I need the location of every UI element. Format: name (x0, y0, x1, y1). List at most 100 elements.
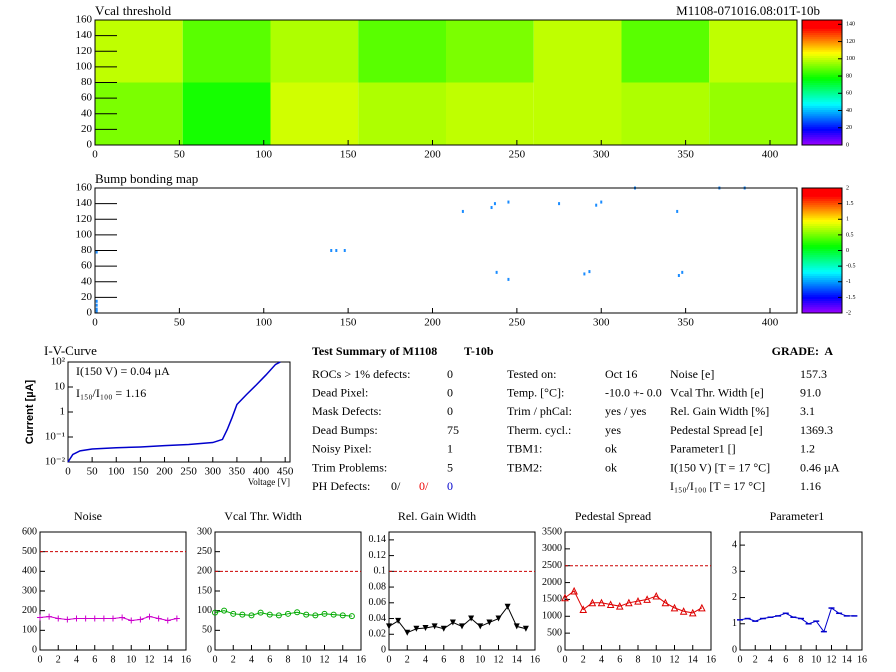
color-scale-step (802, 246, 842, 249)
data-point (422, 624, 429, 631)
y-tick-label: 10⁻¹ (45, 431, 65, 443)
chart-title: Pedestal Spread (575, 509, 651, 523)
color-scale-step (802, 204, 842, 208)
y-tick-label: 500 (547, 627, 562, 638)
x-tick-label: 300 (205, 466, 222, 478)
summary-label: Noisy Pixel: (312, 442, 372, 456)
x-tick-label: 12 (827, 654, 837, 665)
y-tick-label: 300 (197, 526, 212, 537)
color-scale-step (802, 221, 842, 224)
chart-title: Noise (74, 509, 102, 523)
x-tick-label: 400 (762, 317, 779, 329)
x-tick-label: 400 (253, 466, 270, 478)
color-scale-step (802, 252, 842, 256)
annotation: I(150 V) = 0.04 µA (76, 364, 170, 378)
summary-value: 1.2 (800, 442, 815, 456)
x-tick-label: 12 (320, 654, 330, 665)
x-tick-label: 6 (267, 654, 272, 665)
data-point (625, 598, 633, 607)
y-tick-label: 0 (32, 644, 37, 655)
chart-title: Bump bonding map (95, 171, 198, 186)
y-tick-label: 2 (732, 592, 737, 603)
data-point (46, 613, 53, 620)
x-tick-label: 4 (249, 654, 254, 665)
color-scale-step (802, 198, 842, 201)
color-scale-step (802, 130, 842, 133)
x-tick-label: 400 (762, 149, 779, 161)
color-scale-step (802, 99, 842, 102)
x-tick-label: 8 (460, 654, 465, 665)
x-tick-label: 0 (738, 654, 743, 665)
data-point (119, 614, 126, 621)
color-scale-frame (801, 19, 843, 146)
color-scale-step (802, 258, 842, 262)
color-scale-step (802, 124, 842, 127)
summary-value: 0 (447, 367, 453, 381)
color-scale-step (802, 283, 842, 287)
heatmap-cell (621, 82, 710, 145)
color-scale-step (802, 200, 842, 204)
data-line (39, 616, 177, 622)
data-point (486, 619, 493, 626)
color-scale-step (802, 34, 842, 38)
y-tick-label: 0.02 (369, 629, 387, 640)
dead-bump (495, 270, 498, 274)
data-line (388, 605, 527, 634)
x-tick-label: 0 (65, 466, 71, 478)
color-scale-step (802, 235, 842, 239)
y-tick-label: 140 (76, 29, 93, 41)
color-scale-step (802, 194, 842, 197)
heatmap-cell (446, 20, 534, 83)
heatmap-cell (533, 20, 622, 83)
summary-value: Oct 16 (605, 367, 637, 381)
color-scale-step (802, 202, 842, 206)
dead-bump (677, 274, 680, 277)
data-point (404, 629, 411, 636)
y-tick-label: 120 (76, 45, 93, 57)
x-tick-label: 0 (563, 654, 568, 665)
summary-label: Mask Defects: (312, 404, 382, 418)
summary-title: Test Summary of M1108 (312, 344, 437, 358)
summary-label: Tested on: (507, 367, 556, 381)
color-scale-step (802, 229, 842, 233)
color-scale-step (802, 40, 842, 44)
data-point (82, 615, 89, 622)
dead-bump (681, 270, 684, 274)
data-point (431, 623, 438, 630)
color-scale-step (802, 288, 842, 291)
y-tick-label: 3500 (542, 526, 562, 537)
data-point (468, 615, 475, 622)
color-scale-step (802, 111, 842, 115)
color-scale-step (802, 74, 842, 77)
y-tick-label: 250 (197, 546, 212, 557)
color-scale-step (802, 80, 842, 83)
color-scale-step (802, 225, 842, 229)
x-tick-label: 100 (108, 466, 125, 478)
summary-label: TBM1: (507, 442, 542, 456)
color-scale-step (802, 215, 842, 218)
dead-bump (95, 250, 98, 254)
data-point (230, 610, 237, 617)
summary-label: I(150 V) [T = 17 °C] (670, 460, 770, 474)
x-tick-label: 16 (356, 654, 366, 665)
color-scale-step (802, 90, 842, 94)
color-scale-step (802, 302, 842, 306)
color-scale-step (802, 136, 842, 140)
data-point (504, 603, 511, 610)
data-point (688, 608, 697, 617)
color-scale-step (802, 107, 842, 111)
x-tick-label: 100 (256, 317, 273, 329)
x-tick-label: 50 (174, 149, 186, 161)
y-tick-label: 0.1 (374, 566, 387, 577)
color-scale-step (802, 28, 842, 31)
y-tick-label: 60 (81, 92, 93, 104)
z-tick-label: 100 (846, 56, 855, 62)
color-scale-step (802, 132, 842, 136)
color-scale-step (802, 265, 842, 268)
summary-value: 91.0 (800, 385, 821, 399)
color-scale-step (802, 277, 842, 281)
x-tick-label: 250 (509, 317, 526, 329)
color-scale-step (802, 122, 842, 125)
color-scale-step (802, 67, 842, 71)
x-tick-label: 14 (688, 654, 698, 665)
